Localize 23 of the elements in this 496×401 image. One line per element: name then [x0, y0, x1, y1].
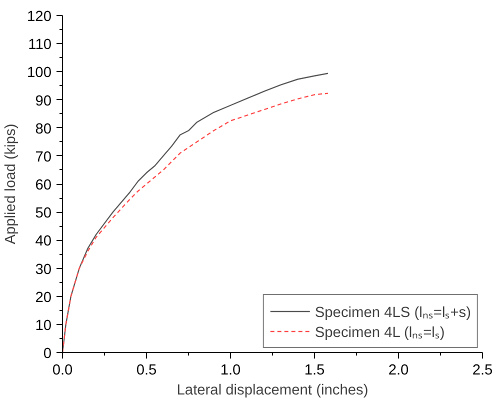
y-tick-label: 70	[35, 149, 52, 166]
x-tick-label: 1.0	[220, 362, 241, 378]
y-tick-label: 30	[35, 262, 52, 278]
x-tick-label: 2.5	[472, 362, 493, 378]
x-tick-label: 2.0	[388, 362, 409, 378]
y-tick-label: 40	[35, 234, 52, 250]
y-tick-label: 100	[27, 65, 52, 82]
x-axis-title: Lateral displacement (inches)	[176, 382, 368, 398]
legend-label: Specimen 4LS (lₙₛ=lₛ+s)	[314, 304, 471, 321]
y-tick-label: 20	[35, 290, 52, 306]
legend-label: Specimen 4L (lₙₛ=lₛ)	[314, 324, 445, 341]
y-tick-label: 10	[35, 318, 52, 334]
y-axis-title: Applied load (kips)	[3, 124, 20, 244]
x-tick-label: 0.5	[136, 362, 157, 378]
y-tick-label: 90	[35, 93, 52, 110]
x-tick-label: 0.0	[52, 362, 73, 378]
y-tick-label: 120	[27, 9, 52, 25]
y-tick-label: 110	[28, 37, 52, 54]
y-tick-label: 50	[35, 206, 52, 222]
y-tick-label: 0	[43, 346, 52, 362]
x-tick-label: 1.5	[304, 362, 325, 378]
y-tick-label: 60	[35, 178, 52, 194]
y-tick-label: 80	[35, 121, 52, 138]
